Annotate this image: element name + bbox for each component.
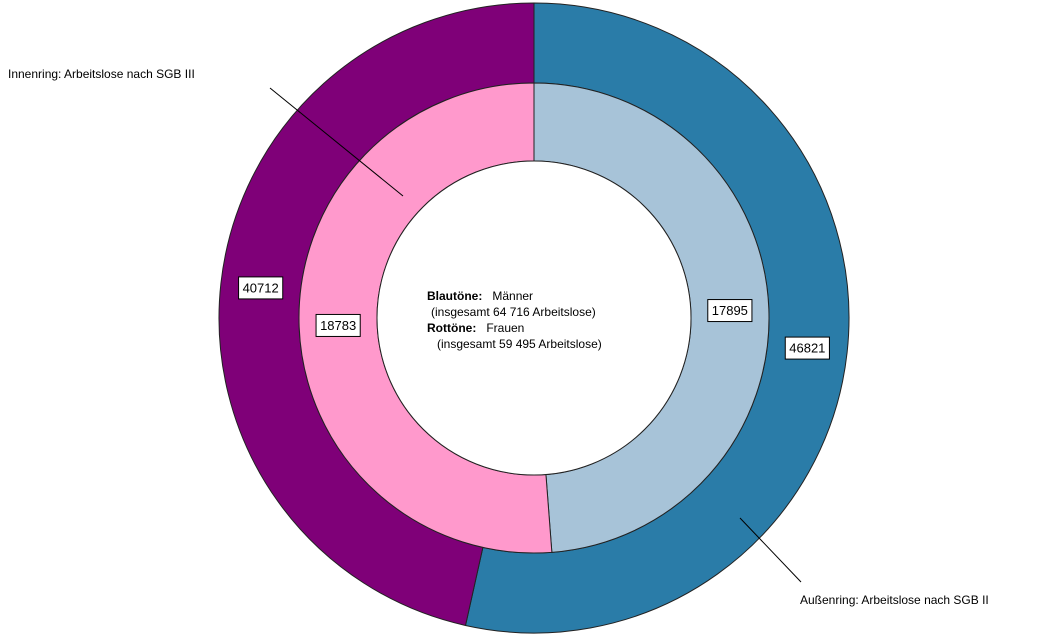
legend-label: Blautöne: bbox=[427, 289, 482, 303]
data-label-box bbox=[238, 276, 284, 300]
legend-text: Männer bbox=[492, 289, 533, 303]
data-label-text: 40712 bbox=[243, 280, 279, 295]
data-label-box bbox=[707, 299, 753, 323]
data-label-text: 18783 bbox=[320, 318, 356, 333]
legend-label: Rottöne: bbox=[427, 321, 476, 335]
legend-text: Frauen bbox=[486, 321, 524, 335]
annotation: Innenring: Arbeitslose nach SGB III bbox=[8, 67, 195, 81]
data-label: 17895 bbox=[707, 299, 753, 323]
data-label-box bbox=[784, 336, 830, 360]
data-label-box bbox=[315, 313, 361, 337]
data-label: 40712 bbox=[238, 276, 284, 300]
legend-note: (insgesamt 59 495 Arbeitslose) bbox=[437, 337, 602, 351]
annotation-line bbox=[739, 517, 802, 583]
data-label-text: 46821 bbox=[789, 341, 825, 356]
data-label-text: 17895 bbox=[712, 303, 748, 318]
data-label: 46821 bbox=[784, 336, 830, 360]
donut-hole bbox=[376, 160, 692, 476]
annotation: Außenring: Arbeitslose nach SGB II bbox=[800, 593, 989, 607]
annotation-line bbox=[269, 87, 404, 197]
legend-note: (insgesamt 64 716 Arbeitslose) bbox=[431, 305, 596, 319]
data-label: 18783 bbox=[315, 313, 361, 337]
